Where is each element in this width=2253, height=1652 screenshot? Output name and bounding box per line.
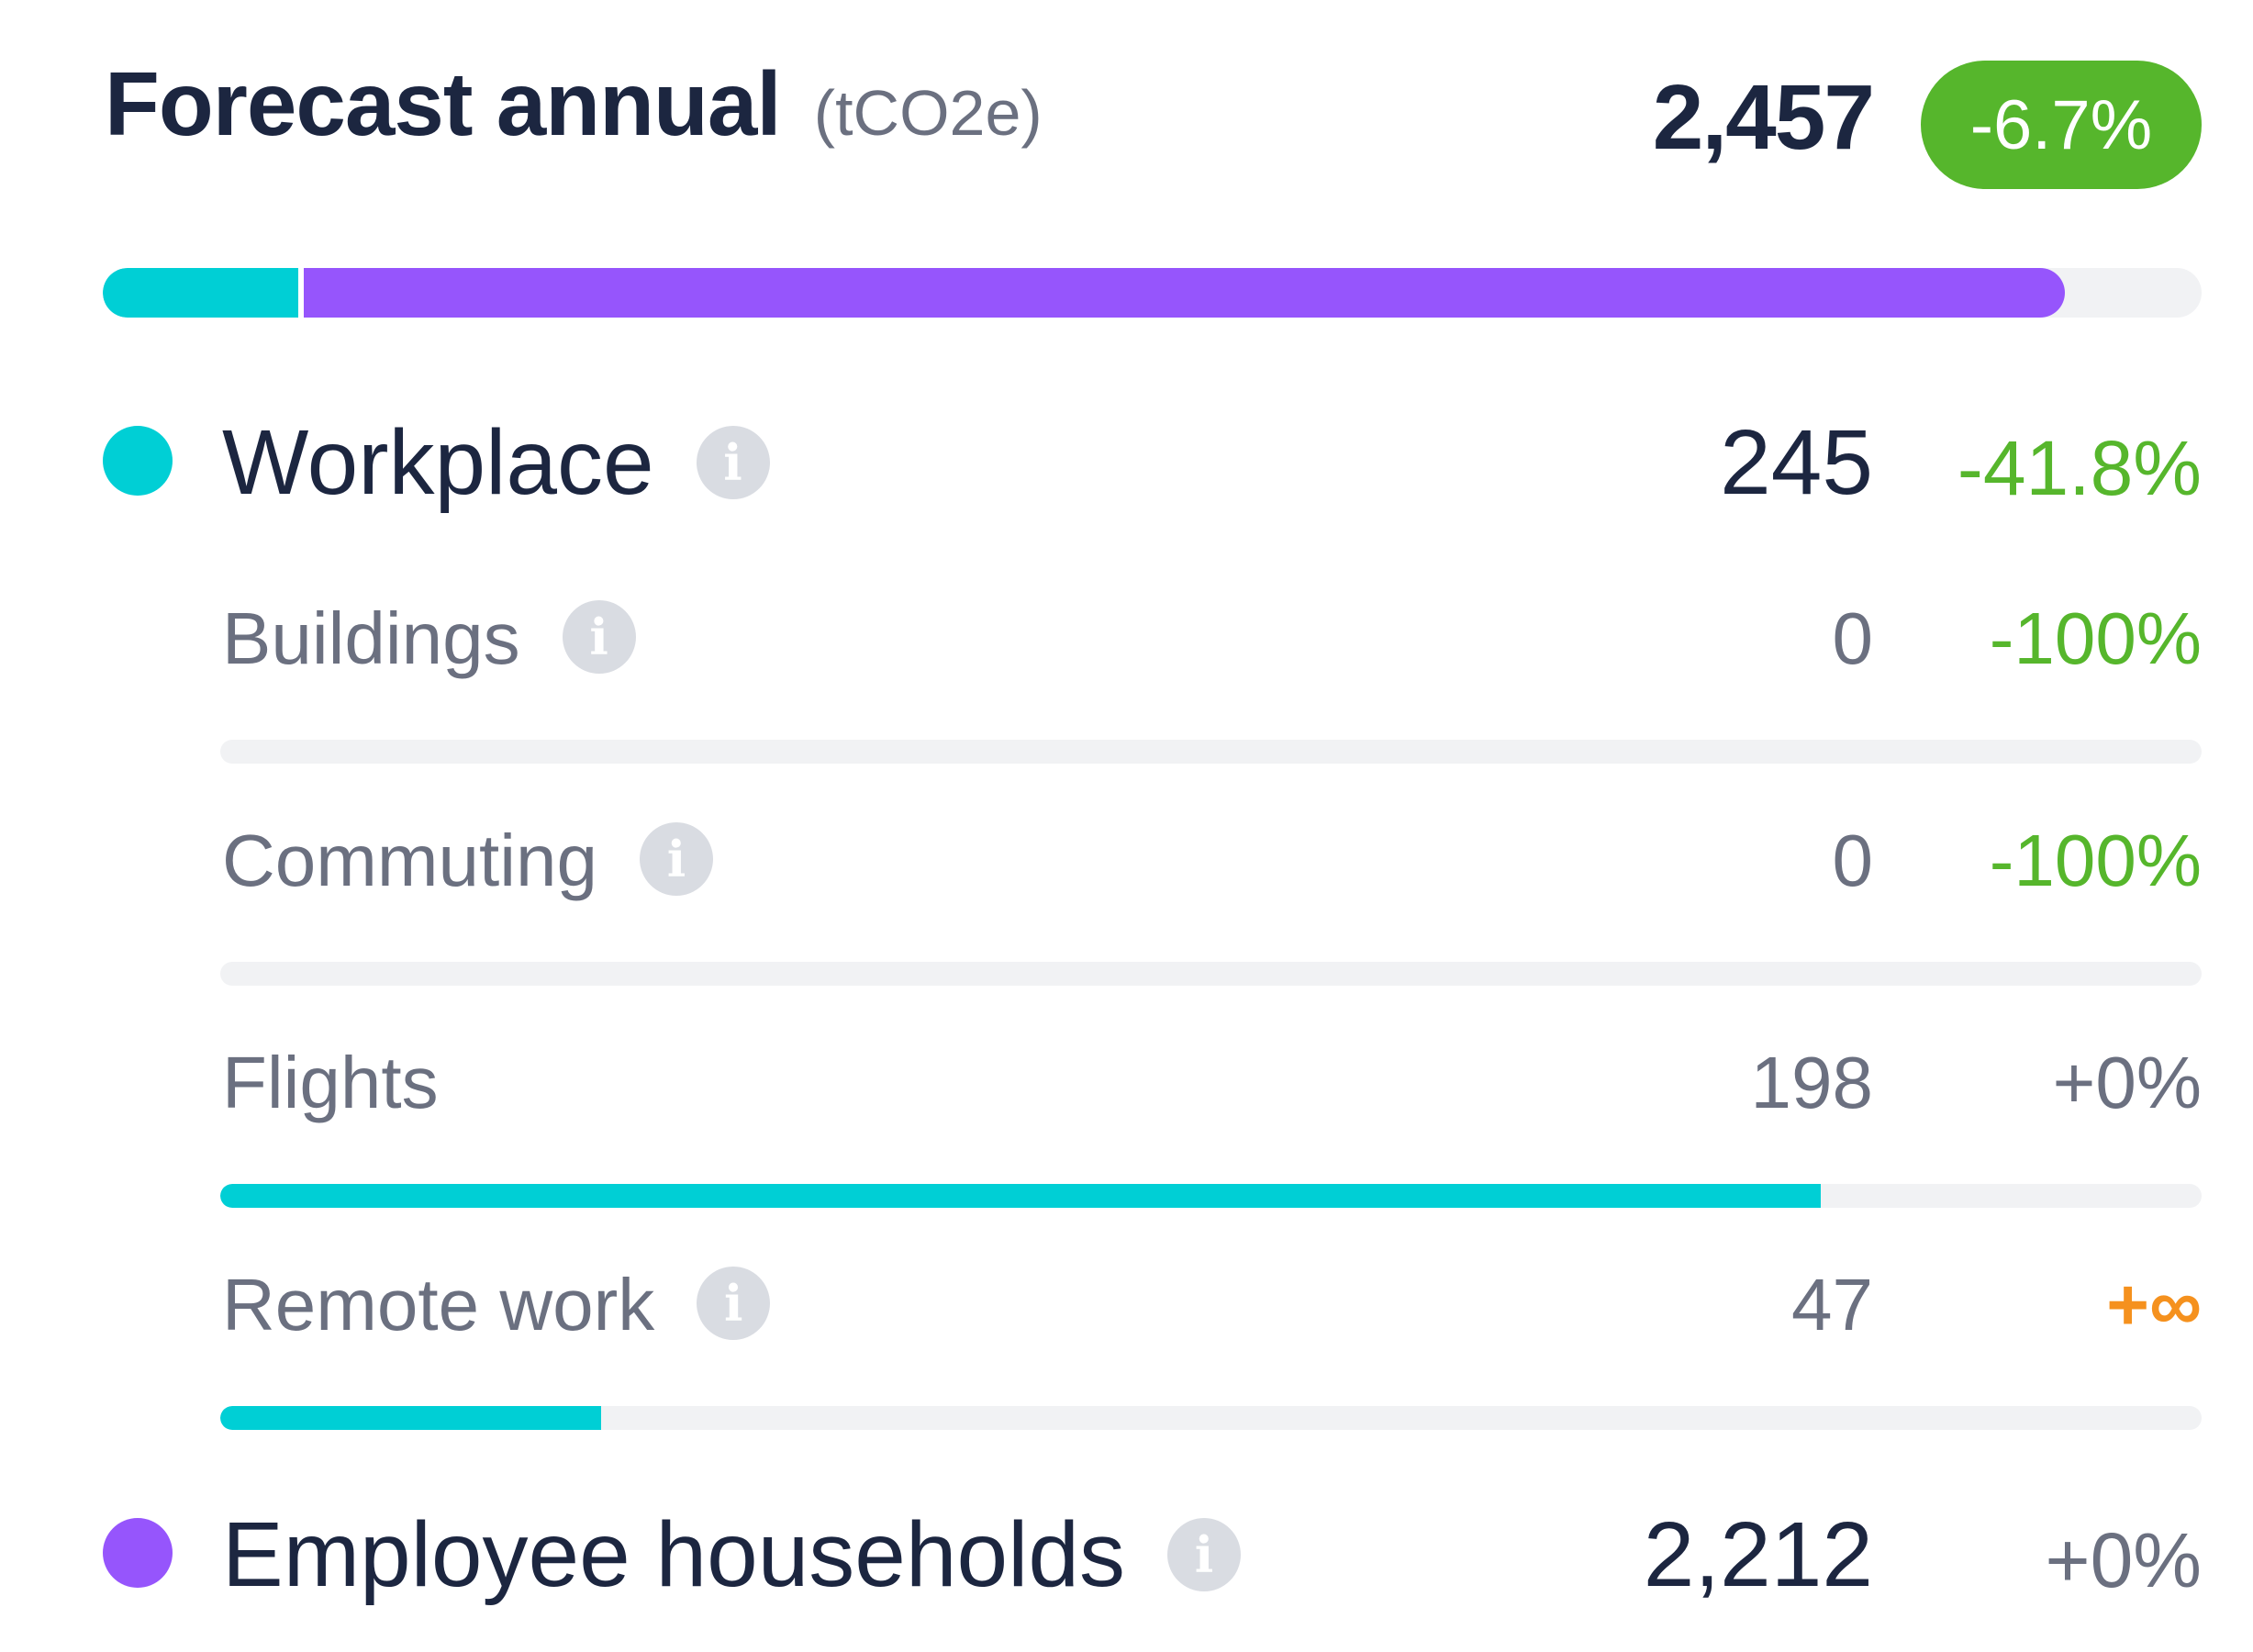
info-icon[interactable]: i: [696, 425, 770, 499]
subitem-progress-fill-flights: [220, 1184, 1822, 1208]
category-label-text: Workplace: [222, 411, 654, 514]
category-label-workplace: Workplace i: [222, 417, 770, 508]
subitem-value-remote-work: 47: [1791, 1264, 1873, 1345]
info-icon[interactable]: i: [697, 1266, 771, 1340]
stacked-bar-workplace-segment: [103, 268, 299, 318]
title-text: Forecast annual: [105, 53, 782, 154]
subitem-progress-track-buildings: [220, 740, 2202, 764]
category-label-text: Employee households: [222, 1503, 1125, 1606]
households-color-dot: [103, 1518, 173, 1588]
category-value-employee-households: 2,212: [1643, 1503, 1873, 1606]
subitem-label-text: Buildings: [222, 597, 520, 679]
info-icon[interactable]: i: [640, 821, 714, 896]
subitem-label-commuting: Commuting i: [222, 821, 714, 903]
subitem-value-buildings: 0: [1832, 597, 1874, 679]
subitem-value-flights: 198: [1750, 1042, 1873, 1123]
subitem-change-flights: +0%: [2052, 1042, 2202, 1123]
subitem-label-text: Remote work: [222, 1264, 655, 1345]
subitem-change-commuting: -100%: [1989, 820, 2202, 901]
card-title: Forecast annual (tCO2e): [105, 59, 1043, 149]
subitem-progress-track-remote-work: [220, 1406, 2202, 1430]
category-label-employee-households: Employee households i: [222, 1509, 1241, 1601]
subitem-progress-track-flights: [220, 1184, 2202, 1208]
subitem-value-commuting: 0: [1832, 820, 1874, 901]
category-change-employee-households: +0%: [2045, 1517, 2202, 1603]
subitem-label-buildings: Buildings i: [222, 599, 636, 681]
subitem-change-buildings: -100%: [1989, 597, 2202, 679]
info-icon[interactable]: i: [562, 599, 636, 674]
subitem-progress-fill-remote-work: [220, 1406, 601, 1430]
workplace-color-dot: [103, 426, 173, 496]
category-change-workplace: -41.8%: [1957, 425, 2202, 511]
subitem-progress-track-commuting: [220, 962, 2202, 986]
stacked-bar: [103, 268, 2202, 318]
info-icon[interactable]: i: [1166, 1517, 1241, 1591]
total-change-badge: -6.7%: [1921, 61, 2202, 189]
subitem-label-text: Commuting: [222, 820, 598, 901]
category-value-workplace: 245: [1720, 411, 1873, 514]
subitem-change-remote-work: +∞: [2106, 1264, 2202, 1345]
stacked-bar-households-segment: [298, 268, 2066, 318]
title-unit: (tCO2e): [813, 77, 1043, 149]
subitem-label-remote-work: Remote work i: [222, 1266, 771, 1347]
subitem-label-flights: Flights: [222, 1042, 439, 1123]
total-value: 2,457: [1652, 66, 1875, 169]
